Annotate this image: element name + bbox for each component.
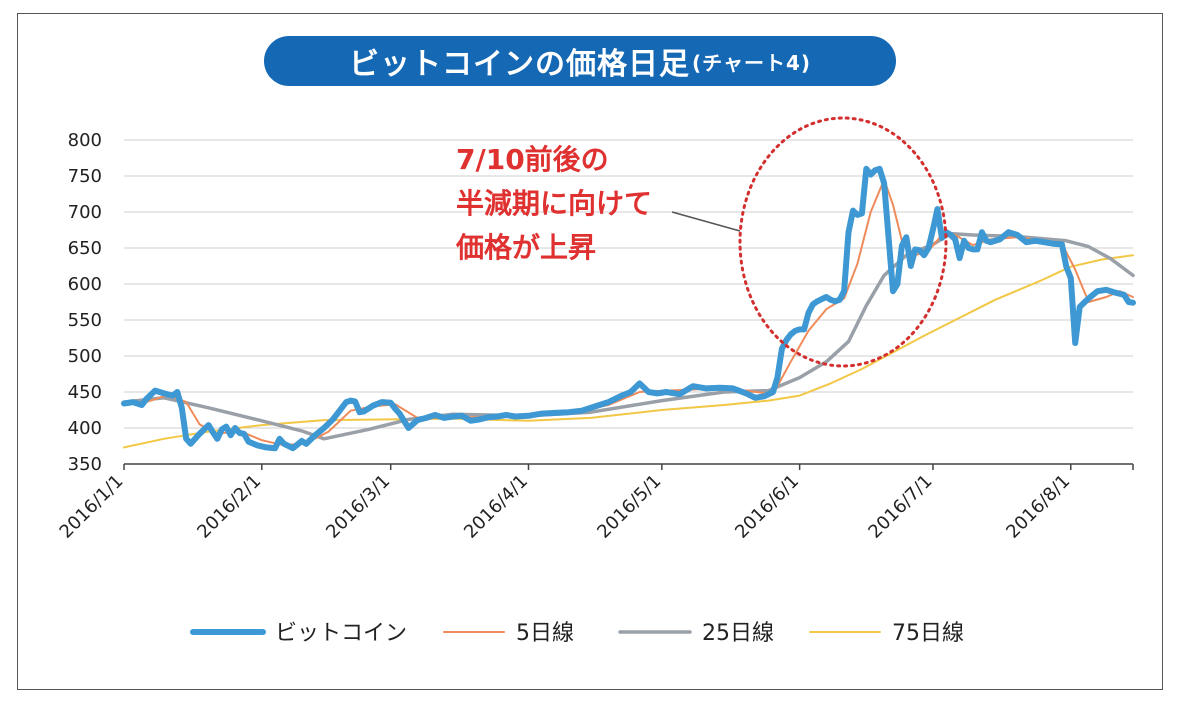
annotation-leader-line bbox=[671, 211, 741, 232]
y-tick-label-550: 550 bbox=[68, 310, 102, 331]
y-tick-label-600: 600 bbox=[68, 274, 102, 295]
x-tick-label-2016/3/1: 2016/3/1 bbox=[322, 471, 394, 543]
x-tick-label-2016/2/1: 2016/2/1 bbox=[193, 471, 265, 543]
annotation-line-1: 7/10前後の bbox=[456, 143, 609, 176]
y-tick-label-750: 750 bbox=[68, 166, 102, 187]
series-lines bbox=[121, 165, 1136, 452]
legend-label-0: ビットコイン bbox=[275, 621, 407, 646]
chart-title-banner: ビットコインの価格日足 (チャート4) bbox=[264, 36, 896, 86]
y-tick-label-400: 400 bbox=[68, 418, 102, 439]
x-tick-label-2016/4/1: 2016/4/1 bbox=[460, 471, 532, 543]
legend: ビットコイン 5日線 25日線 75日線 bbox=[190, 621, 964, 646]
legend-label-1: 5日線 bbox=[516, 621, 574, 646]
series-line-0 bbox=[121, 165, 1136, 452]
x-tick-label-2016/1/1: 2016/1/1 bbox=[56, 471, 128, 543]
y-axis-ticks: 350 400 450 500 550 600 650 700 750 800 bbox=[68, 130, 102, 475]
chart-title: ビットコインの価格日足 bbox=[349, 47, 690, 82]
annotation-line-3: 価格が上昇 bbox=[455, 231, 596, 264]
y-tick-label-650: 650 bbox=[68, 238, 102, 259]
x-tick-label-2016/7/1: 2016/7/1 bbox=[864, 471, 936, 543]
annotation-line-2: 半減期に向けて bbox=[456, 187, 652, 220]
x-tick-label-2016/6/1: 2016/6/1 bbox=[731, 471, 803, 543]
x-tick-label-2016/5/1: 2016/5/1 bbox=[593, 471, 665, 543]
series-line-3 bbox=[123, 254, 1134, 449]
chart-frame bbox=[17, 13, 1163, 690]
x-axis: 2016/1/1 2016/2/1 2016/3/1 2016/4/1 2016/5/1… bbox=[56, 463, 1134, 543]
legend-label-2: 25日線 bbox=[702, 621, 774, 646]
series-line-2 bbox=[122, 231, 1135, 441]
y-tick-label-350: 350 bbox=[68, 454, 102, 475]
y-tick-label-500: 500 bbox=[68, 346, 102, 367]
y-tick-label-700: 700 bbox=[68, 202, 102, 223]
chart-subtitle: (チャート4) bbox=[692, 50, 811, 75]
grid-lines bbox=[124, 139, 1133, 429]
y-tick-label-450: 450 bbox=[68, 382, 102, 403]
legend-label-3: 75日線 bbox=[892, 621, 964, 646]
highlight-ellipse bbox=[738, 116, 948, 368]
x-tick-label-2016/8/1: 2016/8/1 bbox=[1002, 471, 1074, 543]
y-tick-label-800: 800 bbox=[68, 130, 102, 151]
